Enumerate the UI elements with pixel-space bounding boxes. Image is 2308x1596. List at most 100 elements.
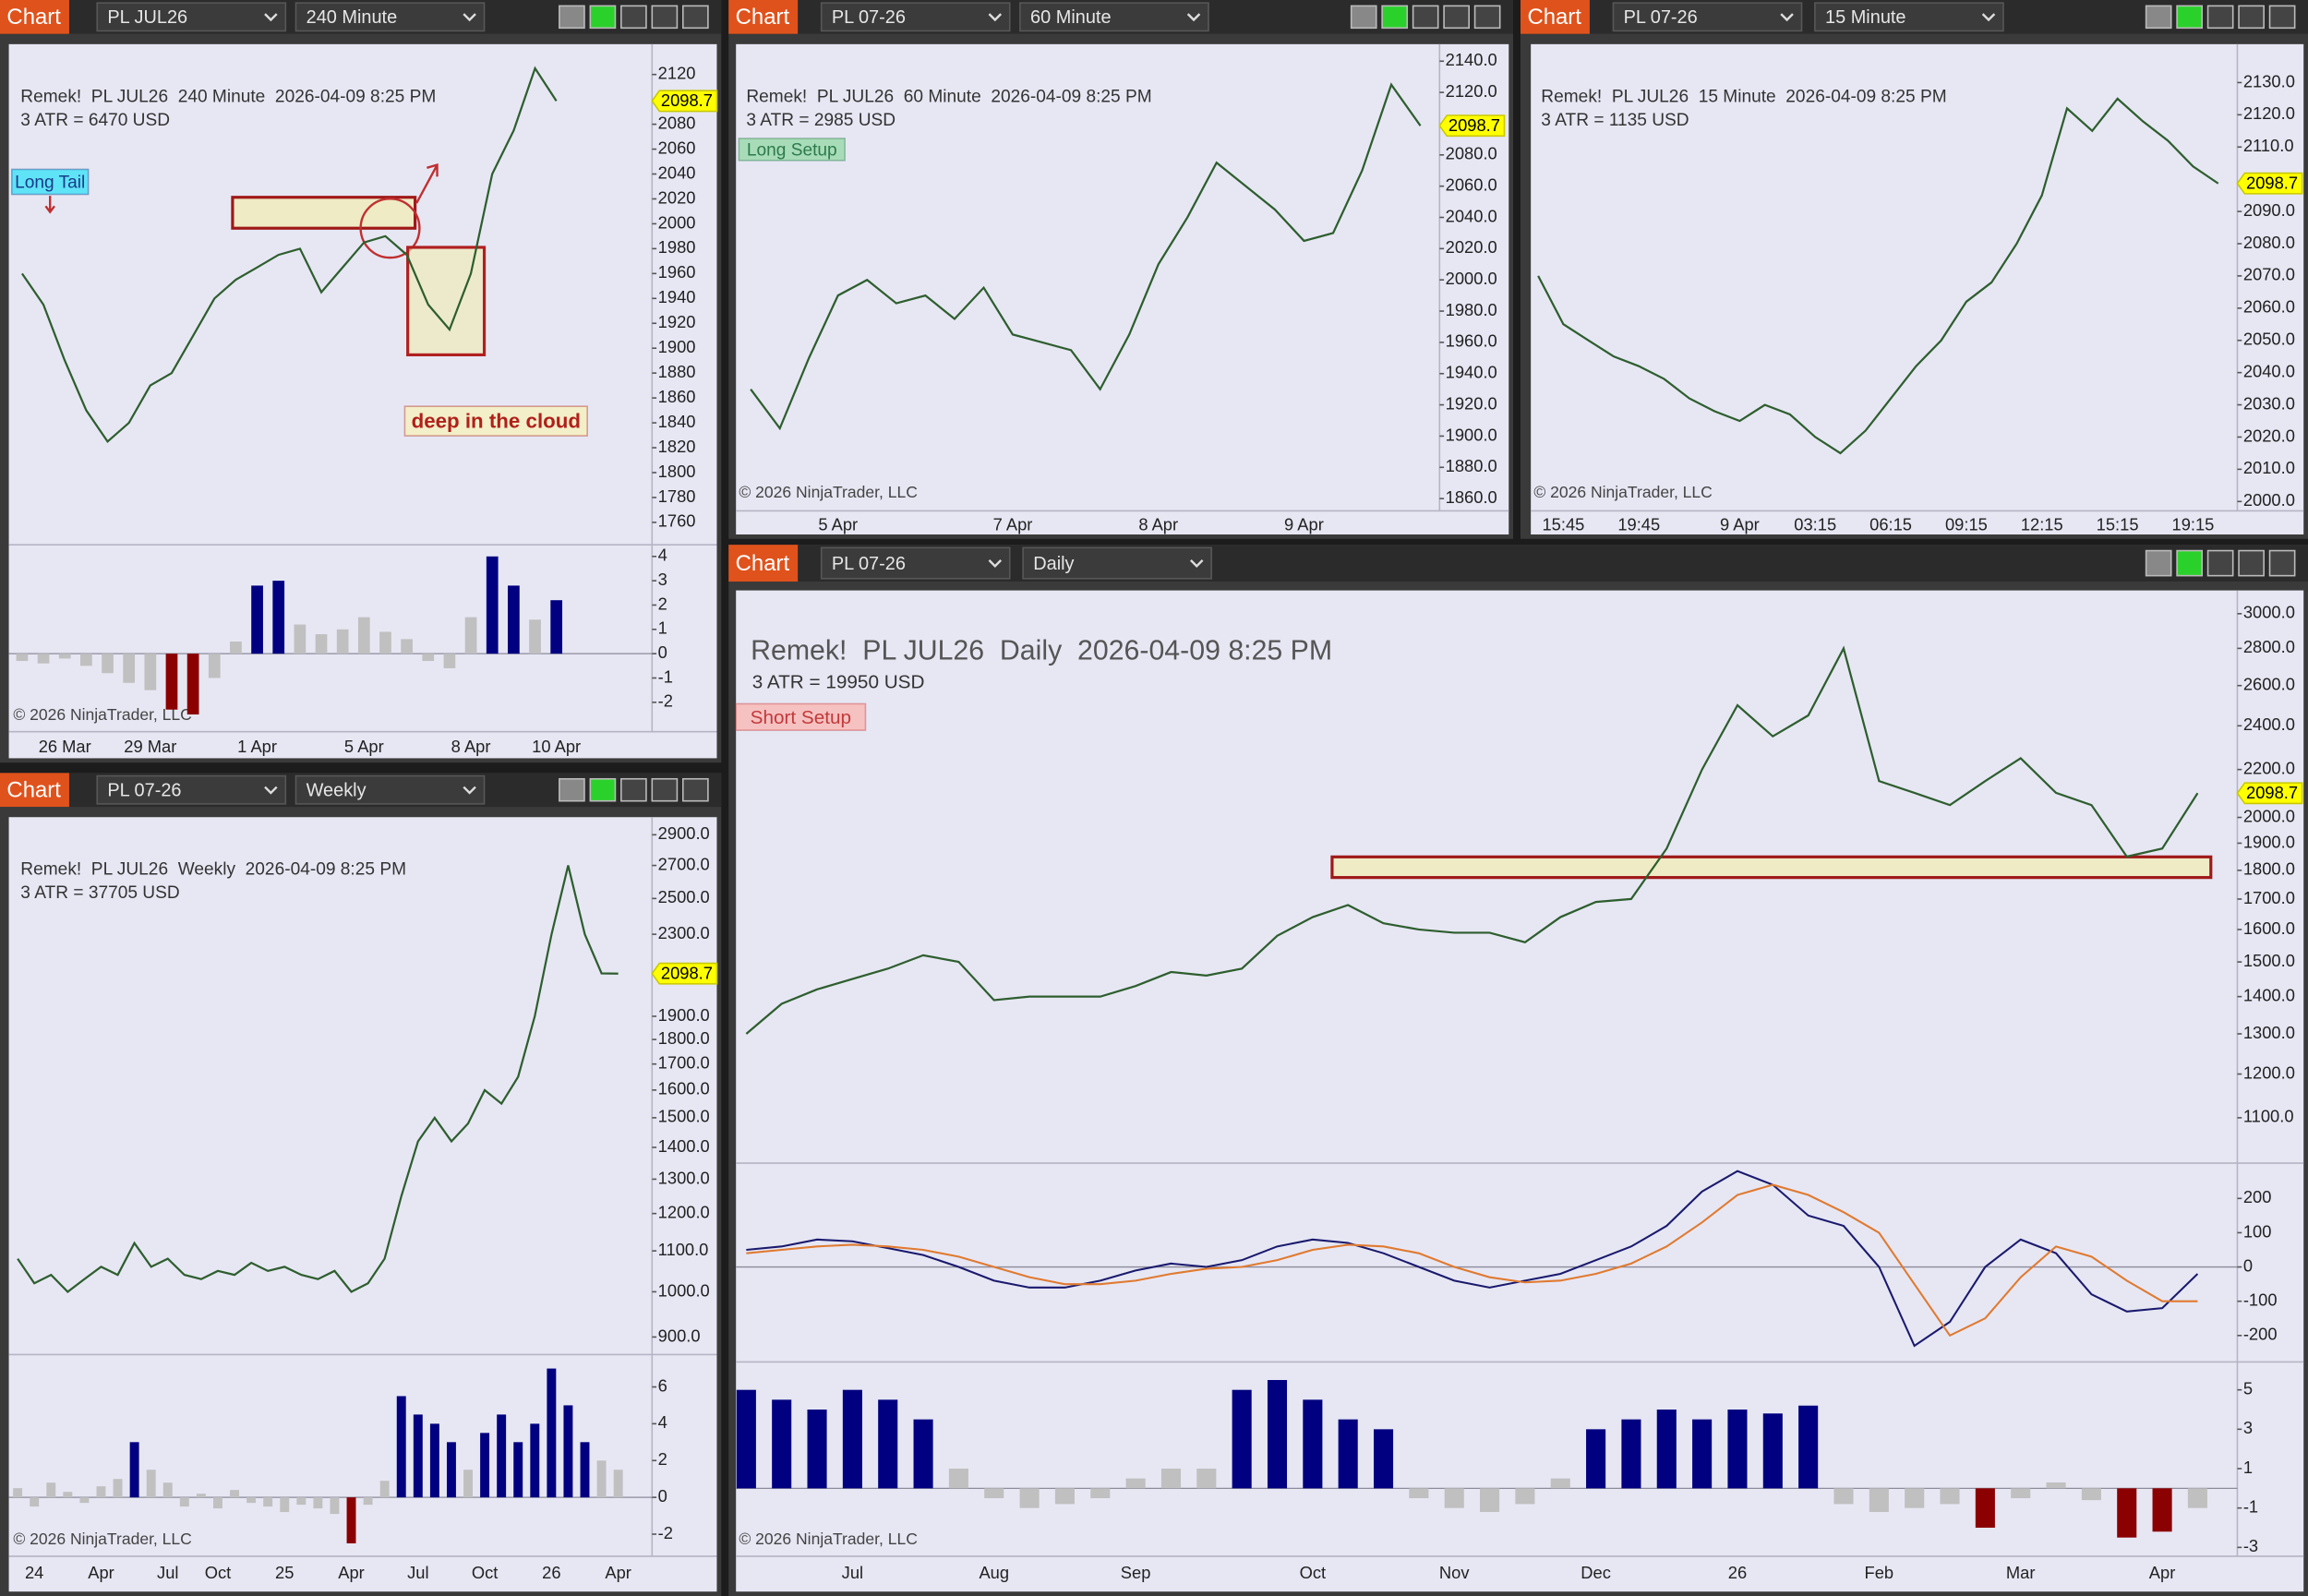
histogram-bar <box>413 1414 423 1498</box>
instrument-label: PL 07-26 <box>107 781 181 801</box>
x-tick-label: 03:15 <box>1794 514 1836 534</box>
histogram-bar <box>878 1399 898 1489</box>
x-tick-label: 9 Apr <box>1284 514 1324 534</box>
y-tick-label: 2700.0 <box>658 854 710 873</box>
window-button[interactable] <box>559 5 585 30</box>
window-button[interactable] <box>2238 5 2265 30</box>
timeframe-dropdown[interactable] <box>295 2 486 32</box>
y-tick-label: 5 <box>2243 1379 2253 1398</box>
window-button[interactable] <box>1381 5 1409 30</box>
chart-tab <box>0 773 69 808</box>
histogram-bar <box>129 1442 139 1498</box>
window-button[interactable] <box>681 5 709 30</box>
instrument-dropdown[interactable] <box>820 2 1011 32</box>
histogram-bar <box>379 631 391 654</box>
histogram-bar <box>550 600 563 654</box>
histogram-bar <box>613 1470 623 1498</box>
timeframe-dropdown[interactable] <box>1019 2 1209 32</box>
timeframe-dropdown[interactable] <box>295 774 486 805</box>
window-label: Chart <box>6 778 61 803</box>
copyright: © 2026 NinjaTrader, LLC <box>1533 483 1712 501</box>
window-button[interactable] <box>2176 5 2204 30</box>
window-button[interactable] <box>2206 549 2234 577</box>
x-tick-label: Dec <box>1581 1563 1611 1582</box>
x-tick-label: Jul <box>842 1563 863 1582</box>
last-price-label: 2098.7 <box>2246 173 2298 192</box>
window-button[interactable] <box>620 5 647 30</box>
x-tick-label: 12:15 <box>2021 514 2063 534</box>
y-tick-label: 2080.0 <box>1446 144 1497 163</box>
window-button[interactable] <box>651 5 679 30</box>
y-tick-label: 1780 <box>658 486 696 506</box>
window-button[interactable] <box>2206 5 2234 30</box>
y-tick-label: 3000.0 <box>2243 603 2295 622</box>
last-price-label: 2098.7 <box>661 963 713 982</box>
window-label: Chart <box>6 5 61 30</box>
histogram-bar <box>913 1419 933 1489</box>
x-tick-label: Nov <box>1439 1563 1470 1582</box>
last-price-box <box>651 90 718 113</box>
marks: Chart PL JUL26 240 Minute 1760 1780 1800 1820 1… <box>6 5 2303 1582</box>
y-tick-label: 1900 <box>658 337 696 356</box>
y-tick-label: 2040.0 <box>1446 206 1497 225</box>
window-button[interactable] <box>1350 5 1377 30</box>
window-label: Chart <box>1527 5 1581 30</box>
chart-title: Remek! PL JUL26 Weekly 2026-04-09 8:25 P… <box>20 860 406 880</box>
y-tick-label: 900.0 <box>658 1326 701 1345</box>
window-button[interactable] <box>2176 549 2204 577</box>
copyright: © 2026 NinjaTrader, LLC <box>739 483 917 501</box>
timeframe-dropdown[interactable] <box>1022 546 1212 580</box>
histogram-bar <box>272 581 285 654</box>
window-button[interactable] <box>589 5 617 30</box>
price-line <box>20 66 558 444</box>
window-button[interactable] <box>559 777 585 802</box>
price-line <box>1537 97 2219 455</box>
histogram-bar <box>1232 1389 1252 1489</box>
x-tick-label: Oct <box>205 1563 232 1582</box>
y-tick-label: 3 <box>658 570 667 589</box>
histogram-bar <box>196 1494 206 1498</box>
histogram-bar <box>508 585 520 654</box>
histogram-bar <box>1267 1380 1288 1489</box>
x-tick-label: Sep <box>1121 1563 1151 1582</box>
histogram-bar <box>230 1490 240 1498</box>
histogram-bar <box>346 1497 356 1543</box>
copyright: © 2026 NinjaTrader, LLC <box>13 705 191 724</box>
window-button[interactable] <box>2238 549 2265 577</box>
window-button[interactable] <box>2268 5 2296 30</box>
histogram-bar <box>480 1433 490 1498</box>
window-button[interactable] <box>651 777 679 802</box>
window-button[interactable] <box>589 777 617 802</box>
timeframe-dropdown[interactable] <box>1814 2 2004 32</box>
window-button[interactable] <box>1412 5 1439 30</box>
y-tick-label: 2110.0 <box>2243 136 2294 155</box>
window-button[interactable] <box>1443 5 1470 30</box>
y-tick-label: 1500.0 <box>2243 951 2295 970</box>
histogram-bar <box>80 654 92 666</box>
x-tick-label: 8 Apr <box>451 737 491 756</box>
instrument-dropdown[interactable] <box>96 774 287 805</box>
histogram-bar <box>263 1497 273 1507</box>
window-button[interactable] <box>2145 5 2172 30</box>
y-tick-label: 1820 <box>658 437 696 456</box>
histogram-bar <box>280 1497 290 1513</box>
window-button[interactable] <box>1473 5 1501 30</box>
x-tick-label: Apr <box>338 1563 365 1582</box>
histogram-bar <box>984 1488 1004 1499</box>
y-tick-label: 2000.0 <box>1446 269 1497 288</box>
instrument-dropdown[interactable] <box>820 546 1011 580</box>
histogram-bar <box>1869 1488 1889 1512</box>
window-button[interactable] <box>2145 549 2172 577</box>
window-button[interactable] <box>2268 549 2296 577</box>
atr-label: 3 ATR = 37705 USD <box>20 883 179 903</box>
window-button[interactable] <box>681 777 709 802</box>
dropdown-chevron <box>1981 13 1996 22</box>
dropdown-chevron <box>463 13 476 22</box>
window-button[interactable] <box>620 777 647 802</box>
instrument-dropdown[interactable] <box>1612 2 1803 32</box>
histogram-bar <box>186 654 199 714</box>
instrument-dropdown[interactable] <box>96 2 287 32</box>
y-tick-label: 1900.0 <box>1446 425 1497 444</box>
y-tick-label: 0 <box>658 642 667 662</box>
